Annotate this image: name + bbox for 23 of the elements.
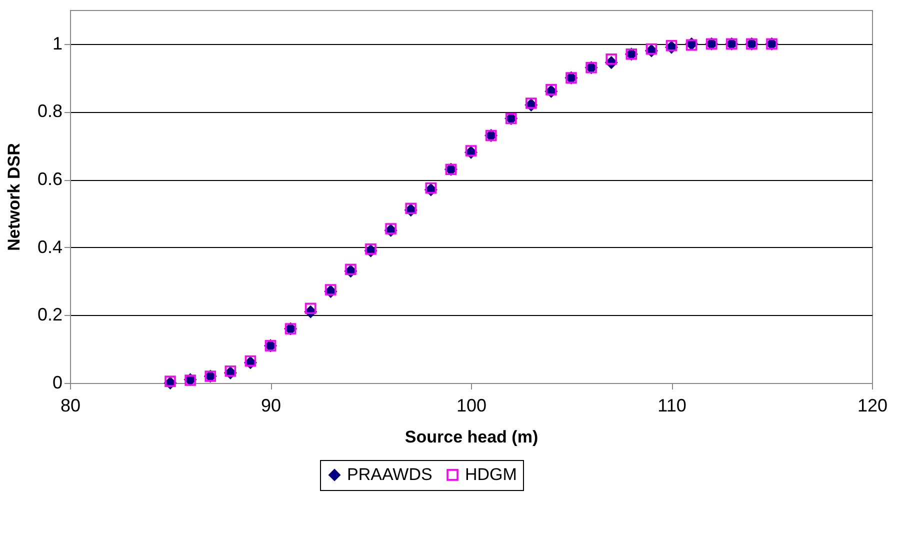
point [164,376,176,387]
legend-label: PRAAWDS [347,464,432,484]
y-tick-label: 0.4 [37,236,62,257]
y-tick-label: 0 [52,372,62,392]
y-tick-label: 0.6 [37,169,62,190]
y-tick-label: 1 [52,33,62,54]
y-tick-label: 0.2 [37,304,62,325]
y-tick-label: 0.8 [37,101,62,122]
point [385,223,396,234]
point [606,54,617,65]
point [526,98,537,109]
x-tick-label: 100 [456,396,487,416]
x-axis-title: Source head (m) [404,428,538,446]
x-tick-label: 80 [60,396,81,416]
point [304,302,316,314]
y-axis-title: Network DSR [4,143,24,251]
x-tick-label: 110 [658,396,686,416]
point [546,84,557,96]
x-tick-label: 120 [857,396,888,416]
x-tick-label: 90 [260,396,282,416]
legend-label: HDGM [465,464,517,484]
point [325,284,336,296]
point [465,145,477,156]
